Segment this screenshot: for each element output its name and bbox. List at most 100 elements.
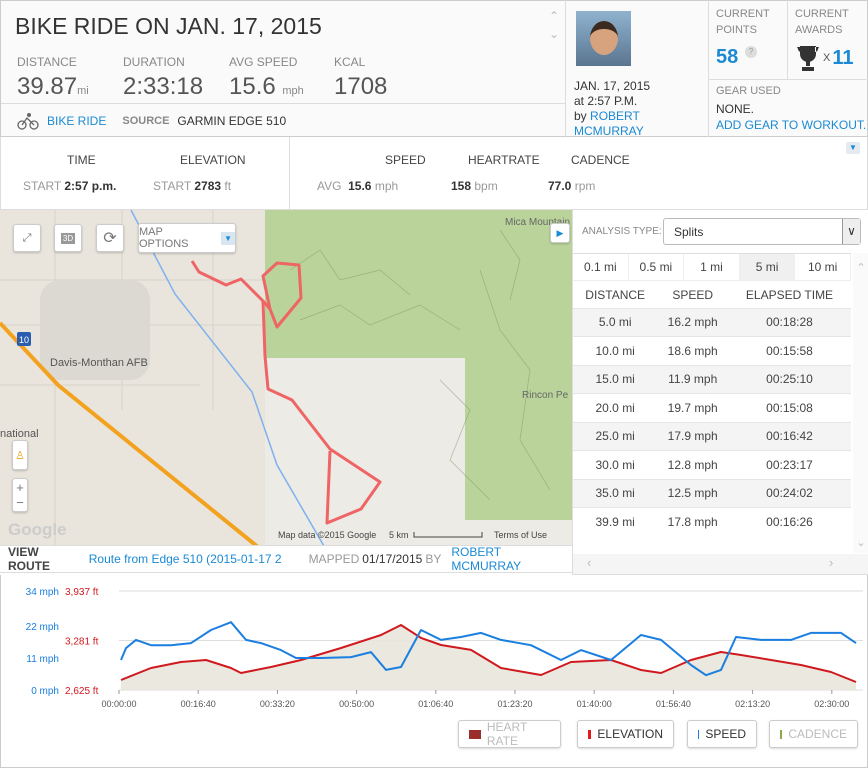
stat-distance: DISTANCE 39.87mi xyxy=(17,55,89,101)
awards-label: AWARDS xyxy=(795,24,843,36)
split-cell: 00:15:08 xyxy=(728,393,851,422)
route-link[interactable]: Route from Edge 510 (2015-01-17 21:5 xyxy=(88,552,281,566)
workout-chart: 34 mph 22 mph 11 mph 0 mph 3,937 ft 3,281 ft 2… xyxy=(0,575,868,768)
tab-0-5-mi[interactable]: 0.5 mi xyxy=(629,254,685,280)
column-header: DISTANCE xyxy=(585,287,646,302)
rotate-button[interactable]: ⟳ xyxy=(96,224,124,252)
points-label: CURRENT xyxy=(716,8,770,20)
split-cell: 18.6 mph xyxy=(657,336,728,365)
split-distance-tabs: 0.1 mi 0.5 mi 1 mi 5 mi 10 mi xyxy=(573,253,851,281)
legend-label: ELEVATION xyxy=(597,727,663,741)
start-time: 2:57 p.m. xyxy=(64,179,117,193)
bike-icon xyxy=(17,113,39,130)
expand-panel-button[interactable]: ▶ xyxy=(550,223,570,243)
awards-label: CURRENT xyxy=(795,8,849,20)
elevation-line xyxy=(120,624,857,683)
fullscreen-button[interactable]: ⤢ xyxy=(13,224,41,252)
legend-heart-rate[interactable]: HEART RATE xyxy=(458,720,561,748)
help-icon[interactable]: ? xyxy=(745,46,757,58)
legend-swatch xyxy=(780,729,783,739)
scroll-left-icon[interactable]: ‹ xyxy=(587,555,592,570)
analysis-panel: ANALYSIS TYPE: Splits ∨ 0.1 mi 0.5 mi 1 m… xyxy=(572,210,868,575)
split-cell: 16.2 mph xyxy=(657,307,728,337)
activity-type-link[interactable]: BIKE RIDE xyxy=(47,114,107,128)
scroll-down-icon[interactable]: ⌄ xyxy=(856,537,866,549)
mapped-by-user-link[interactable]: ROBERT MCMURRAY xyxy=(451,545,522,573)
map-attribution: Map data ©2015 Google xyxy=(278,530,376,540)
map-options-button[interactable]: MAP OPTIONS ▼ xyxy=(138,223,236,253)
horizontal-scrollbar[interactable]: ‹ › xyxy=(573,554,868,574)
legend-speed[interactable]: SPEED xyxy=(687,720,757,748)
avg-cadence: 77.0 xyxy=(548,179,572,193)
analysis-type-select[interactable]: Splits ∨ xyxy=(663,218,861,245)
split-row: 30.0 mi 12.8 mph 00:23:17 xyxy=(573,450,851,479)
speed-line xyxy=(120,621,857,677)
route-map[interactable]: Davis-Monthan AFB national Mica Mountain… xyxy=(0,210,572,545)
split-cell: 19.7 mph xyxy=(657,393,728,422)
elevation-heading: ELEVATION xyxy=(180,153,246,167)
split-cell: 00:23:17 xyxy=(728,450,851,479)
x-tick-label: 00:50:00 xyxy=(339,699,374,709)
split-cell: 00:25:10 xyxy=(728,364,851,394)
tab-1-mi[interactable]: 1 mi xyxy=(684,254,740,280)
split-row: 5.0 mi 16.2 mph 00:18:28 xyxy=(573,307,851,337)
map-scale: 5 km xyxy=(389,530,409,540)
split-cell: 25.0 mi xyxy=(573,421,658,451)
by-label: by xyxy=(574,109,587,123)
start-label: START xyxy=(23,179,62,193)
legend-cadence[interactable]: CADENCE xyxy=(769,720,858,748)
tab-5-mi[interactable]: 5 mi xyxy=(739,254,796,280)
chevron-down-icon[interactable]: ⌄ xyxy=(549,27,560,41)
scroll-right-icon[interactable]: › xyxy=(829,555,834,570)
vertical-scrollbar[interactable]: ⌃ ⌄ xyxy=(853,253,868,553)
analysis-type-label: ANALYSIS TYPE: xyxy=(582,226,662,237)
summary-stats: TIME ELEVATION START 2:57 p.m. START 278… xyxy=(0,137,868,210)
workout-time: at 2:57 P.M. xyxy=(574,94,638,108)
map-canvas[interactable]: Davis-Monthan AFB national Mica Mountain… xyxy=(0,210,572,545)
unit: ft xyxy=(224,179,232,193)
map-label-intl: national xyxy=(0,428,39,440)
avg-speed: 15.6 xyxy=(348,179,372,193)
speed-tick-label: 22 mph xyxy=(26,622,59,633)
stat-kcal: KCAL 1708 xyxy=(334,55,387,101)
tab-10-mi[interactable]: 10 mi xyxy=(795,254,851,280)
rotate-icon: ⟳ xyxy=(103,230,117,247)
split-row: 25.0 mi 17.9 mph 00:16:42 xyxy=(573,421,851,451)
x-tick-label: 02:13:20 xyxy=(735,699,770,709)
split-row: 35.0 mi 12.5 mph 00:24:02 xyxy=(573,478,851,508)
x-tick-label: 00:16:40 xyxy=(181,699,216,709)
legend-elevation[interactable]: ELEVATION xyxy=(577,720,674,748)
tab-0-1-mi[interactable]: 0.1 mi xyxy=(573,254,629,280)
column-header: SPEED xyxy=(672,287,714,302)
x-tick-label: 01:06:40 xyxy=(418,699,453,709)
trophy-icon xyxy=(797,46,819,71)
zoom-out-icon[interactable]: − xyxy=(16,495,24,510)
add-gear-link[interactable]: ADD GEAR TO WORKOUT. xyxy=(716,118,867,132)
user-link[interactable]: ROBERT MCMURRAY xyxy=(574,109,644,138)
scroll-up-icon[interactable]: ⌃ xyxy=(856,262,866,274)
expand-icon: ⤢ xyxy=(22,231,32,244)
x-tick-label: 01:56:40 xyxy=(656,699,691,709)
speed-tick-label: 0 mph xyxy=(31,686,59,697)
street-view-pegman-icon[interactable]: ♙ xyxy=(12,440,28,470)
3d-button[interactable]: 3D xyxy=(54,224,82,252)
terms-link[interactable]: Terms of Use xyxy=(494,530,547,540)
unit: rpm xyxy=(574,179,596,193)
chart-plot[interactable]: 34 mph 22 mph 11 mph 0 mph 3,937 ft 3,281 ft 2… xyxy=(1,575,867,715)
profile-panel: JAN. 17, 2015 at 2:57 P.M. by ROBERT MCM… xyxy=(565,0,708,138)
chevron-up-icon[interactable]: ⌃ xyxy=(549,9,560,23)
map-label-afb: Davis-Monthan AFB xyxy=(50,357,148,369)
scroll-arrows[interactable]: ⌃ ⌄ xyxy=(549,7,559,43)
selected-value: Splits xyxy=(674,225,704,239)
expand-dropdown-icon[interactable]: ▼ xyxy=(846,142,860,154)
split-cell: 00:18:28 xyxy=(728,307,851,337)
elevation-tick-label: 3,281 ft xyxy=(65,637,99,648)
zoom-in-icon[interactable]: + xyxy=(16,480,24,495)
avatar[interactable] xyxy=(576,11,631,66)
awards-value: 11 xyxy=(832,46,854,69)
split-cell: 12.8 mph xyxy=(657,450,728,479)
zoom-control[interactable]: + − xyxy=(12,478,28,512)
legend-label: SPEED xyxy=(705,727,746,741)
points-panel: CURRENT POINTS 58 ? CURRENT AWARDS X 11 GE… xyxy=(708,0,868,137)
page-title: BIKE RIDE ON JAN. 17, 2015 xyxy=(15,13,322,39)
